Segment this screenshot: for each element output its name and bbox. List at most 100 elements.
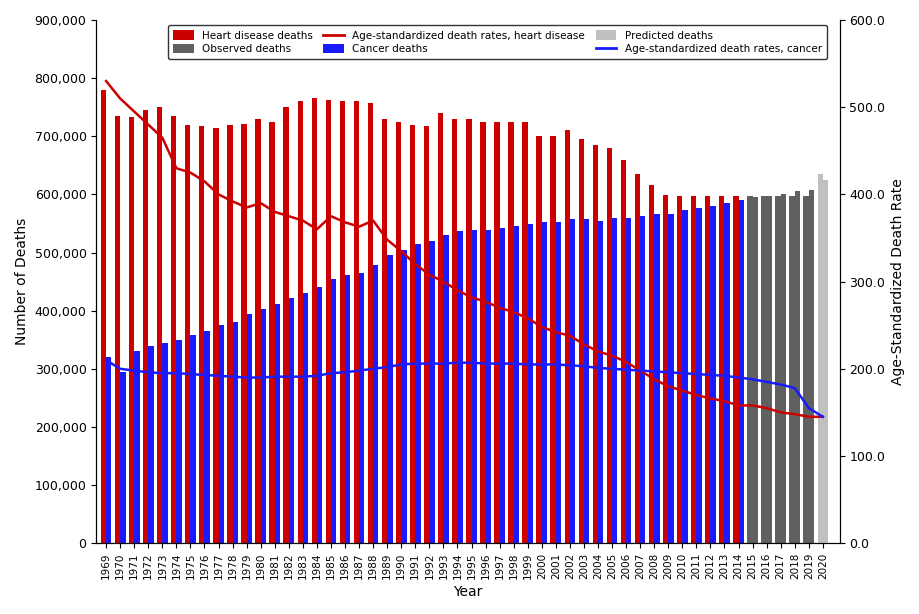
Bar: [536, 136, 541, 543]
Bar: [443, 235, 448, 543]
Bar: [466, 119, 471, 543]
Bar: [541, 222, 547, 543]
Bar: [752, 197, 757, 543]
Bar: [219, 325, 223, 543]
Bar: [101, 90, 106, 543]
Bar: [611, 218, 617, 543]
Bar: [106, 357, 111, 543]
Bar: [331, 279, 336, 543]
Bar: [640, 217, 645, 543]
Bar: [690, 196, 696, 543]
Bar: [316, 287, 322, 543]
Bar: [696, 208, 701, 543]
Bar: [709, 206, 715, 543]
Bar: [345, 275, 350, 543]
Bar: [162, 343, 167, 543]
Bar: [606, 148, 611, 543]
Bar: [528, 224, 532, 543]
Y-axis label: Number of Deaths: Number of Deaths: [15, 218, 29, 345]
Bar: [634, 174, 640, 543]
Bar: [176, 340, 182, 543]
Bar: [283, 107, 289, 543]
Bar: [522, 122, 528, 543]
Bar: [171, 116, 176, 543]
Bar: [157, 107, 162, 543]
X-axis label: Year: Year: [453, 585, 482, 599]
Bar: [499, 228, 505, 543]
Bar: [381, 119, 387, 543]
Bar: [564, 130, 569, 543]
Bar: [213, 128, 219, 543]
Bar: [368, 103, 373, 543]
Bar: [325, 100, 331, 543]
Bar: [494, 122, 499, 543]
Bar: [808, 190, 813, 543]
Bar: [289, 298, 294, 543]
Bar: [312, 98, 316, 543]
Bar: [269, 122, 275, 543]
Bar: [648, 185, 653, 543]
Bar: [719, 196, 723, 543]
Bar: [134, 351, 140, 543]
Bar: [358, 273, 364, 543]
Bar: [597, 221, 603, 543]
Bar: [260, 309, 266, 543]
Bar: [732, 196, 738, 543]
Bar: [255, 119, 260, 543]
Bar: [626, 217, 630, 543]
Bar: [395, 122, 401, 543]
Bar: [204, 331, 210, 543]
Bar: [676, 196, 682, 543]
Bar: [775, 196, 780, 543]
Bar: [437, 113, 443, 543]
Bar: [142, 110, 148, 543]
Bar: [578, 139, 584, 543]
Bar: [429, 241, 434, 543]
Bar: [275, 305, 279, 543]
Bar: [354, 101, 358, 543]
Bar: [620, 160, 626, 543]
Bar: [780, 195, 785, 543]
Bar: [584, 219, 589, 543]
Bar: [817, 174, 822, 543]
Bar: [339, 101, 345, 543]
Bar: [761, 196, 766, 543]
Bar: [704, 196, 709, 543]
Bar: [457, 231, 462, 543]
Bar: [738, 200, 743, 543]
Bar: [129, 117, 134, 543]
Bar: [241, 124, 246, 543]
Bar: [653, 214, 659, 543]
Bar: [513, 227, 518, 543]
Bar: [667, 214, 673, 543]
Bar: [480, 122, 485, 543]
Bar: [148, 346, 153, 543]
Bar: [373, 265, 378, 543]
Bar: [789, 196, 794, 543]
Bar: [302, 293, 308, 543]
Bar: [246, 314, 252, 543]
Bar: [746, 196, 752, 543]
Bar: [424, 126, 429, 543]
Bar: [723, 203, 729, 543]
Bar: [297, 101, 302, 543]
Bar: [414, 244, 420, 543]
Bar: [387, 255, 392, 543]
Bar: [508, 122, 513, 543]
Bar: [401, 250, 406, 543]
Bar: [592, 145, 597, 543]
Bar: [233, 322, 238, 543]
Bar: [766, 196, 771, 543]
Bar: [794, 191, 800, 543]
Bar: [555, 222, 561, 543]
Bar: [185, 125, 190, 543]
Bar: [485, 230, 491, 543]
Bar: [569, 219, 574, 543]
Bar: [682, 209, 686, 543]
Bar: [451, 119, 457, 543]
Bar: [802, 196, 808, 543]
Bar: [120, 371, 125, 543]
Bar: [190, 335, 196, 543]
Bar: [115, 116, 120, 543]
Legend: Heart disease deaths, Observed deaths, Age-standardized death rates, heart disea: Heart disease deaths, Observed deaths, A…: [167, 25, 826, 59]
